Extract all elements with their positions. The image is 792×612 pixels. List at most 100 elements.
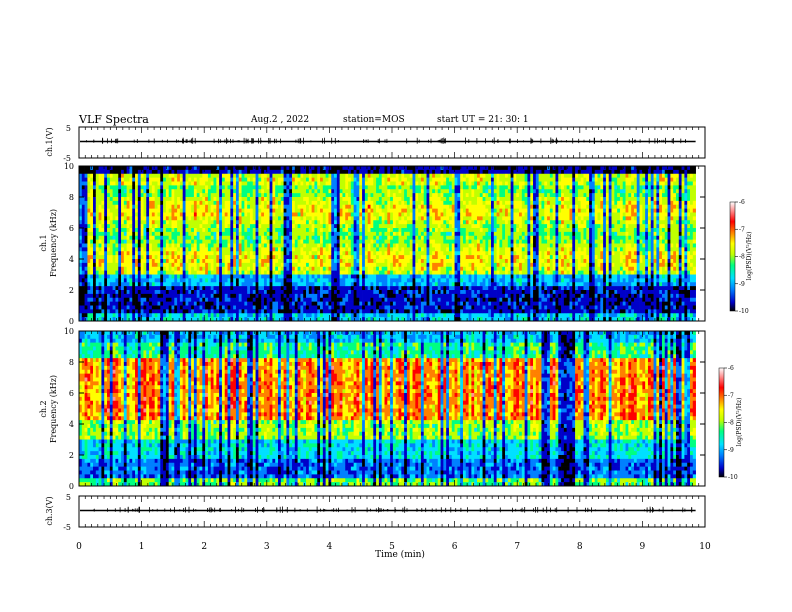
spectrogram-cell xyxy=(174,189,178,194)
spectrogram-cell xyxy=(373,286,377,291)
spectrogram-cell xyxy=(87,204,91,209)
spectrogram-cell xyxy=(275,212,279,217)
spectrogram-cell xyxy=(404,204,408,209)
spectrogram-cell xyxy=(241,220,245,225)
spectrogram-cell xyxy=(98,228,102,233)
spectrogram-cell xyxy=(221,293,226,299)
spectrogram-cell xyxy=(406,220,411,225)
spectrogram-cell xyxy=(149,181,153,186)
spectrogram-cell xyxy=(126,193,130,198)
spectrogram-cell xyxy=(280,185,284,190)
spectrogram-cell xyxy=(258,266,262,271)
spectrogram-cell xyxy=(328,251,332,256)
spectrogram-cell xyxy=(350,305,355,310)
spectrogram-cell xyxy=(132,185,136,190)
spectrogram-cell xyxy=(336,282,341,287)
spectrogram-cell xyxy=(179,177,184,182)
spectrogram-cell xyxy=(244,274,248,279)
spectrogram-cell xyxy=(303,282,307,287)
spectrogram-cell xyxy=(350,266,355,271)
spectrogram-cell xyxy=(272,224,276,229)
spectrogram-cell xyxy=(160,169,164,175)
spectrogram-cell xyxy=(404,169,408,175)
spectrogram-cell xyxy=(129,204,133,209)
spectrogram-cell xyxy=(255,181,259,186)
spectrogram-cell xyxy=(334,274,338,279)
spectrogram-cell xyxy=(247,235,251,240)
spectrogram-cell xyxy=(213,305,217,310)
spectrogram-cell xyxy=(188,200,192,206)
spectrogram-cell xyxy=(115,177,119,182)
spectrogram-cell xyxy=(221,270,226,275)
spectrogram-cell xyxy=(359,220,363,225)
spectrogram-cell xyxy=(171,220,175,225)
spectrogram-cell xyxy=(412,208,416,213)
spectrogram-cell xyxy=(314,255,318,260)
spectrogram-cell xyxy=(258,169,262,175)
spectrogram-cell xyxy=(182,212,186,217)
spectrogram-cell xyxy=(387,173,391,178)
spectrogram-cell xyxy=(247,243,251,248)
spectrogram-cell xyxy=(278,247,282,252)
spectrogram-cell xyxy=(188,189,192,194)
spectrogram-cell xyxy=(132,189,136,194)
spectrogram-cell xyxy=(93,317,97,322)
spectrogram-cell xyxy=(249,282,254,287)
spectrogram-cell xyxy=(263,193,268,198)
spectrogram-cell xyxy=(261,181,265,186)
spectrogram-cell xyxy=(123,290,127,295)
spectrogram-cell xyxy=(269,166,273,171)
spectrogram-cell xyxy=(179,166,184,171)
spectrogram-cell xyxy=(244,224,248,229)
spectrogram-cell xyxy=(151,185,156,190)
spectrogram-cell xyxy=(311,228,315,233)
spectrogram-cell xyxy=(123,197,127,202)
spectrogram-cell xyxy=(286,290,290,295)
spectrogram-cell xyxy=(292,282,296,287)
spectrogram-cell xyxy=(261,243,265,248)
spectrogram-cell xyxy=(395,266,399,271)
spectrogram-cell xyxy=(121,231,125,237)
spectrogram-cell xyxy=(376,204,380,209)
spectrogram-cell xyxy=(409,224,413,229)
spectrogram-cell xyxy=(146,204,150,209)
spectrogram-cell xyxy=(224,290,228,295)
spectrogram-cell xyxy=(233,208,237,213)
spectrogram-cell xyxy=(126,282,130,287)
spectrogram-cell xyxy=(165,313,170,318)
spectrogram-cell xyxy=(415,177,419,182)
spectrogram-cell xyxy=(283,173,287,178)
spectrogram-cell xyxy=(154,305,158,310)
spectrogram-cell xyxy=(107,193,111,198)
spectrogram-cell xyxy=(121,200,125,206)
spectrogram-cell xyxy=(306,286,310,291)
spectrogram-cell xyxy=(367,239,371,244)
spectrogram-cell xyxy=(199,189,203,194)
spectrogram-cell xyxy=(390,197,394,202)
spectrogram-cell xyxy=(395,317,399,322)
spectrogram-cell xyxy=(160,270,164,275)
spectrogram-cell xyxy=(384,173,388,178)
spectrogram-cell xyxy=(415,301,419,306)
spectrogram-cell xyxy=(129,305,133,310)
spectrogram-cell xyxy=(247,317,251,322)
spectrogram-cell xyxy=(104,204,108,209)
spectrogram-cell xyxy=(129,177,133,182)
spectrogram-cell xyxy=(373,216,377,221)
spectrogram-cell xyxy=(353,173,357,178)
spectrogram-cell xyxy=(303,266,307,271)
spectrogram-cell xyxy=(255,251,259,256)
spectrogram-cell xyxy=(205,200,209,206)
spectrogram-cell xyxy=(356,317,360,322)
spectrogram-cell xyxy=(317,251,321,256)
spectrogram-cell xyxy=(121,313,125,318)
spectrogram-cell xyxy=(280,177,284,182)
spectrogram-cell xyxy=(129,235,133,240)
spectrogram-cell xyxy=(93,270,97,275)
spectrogram-cell xyxy=(146,247,150,252)
spectrogram-cell xyxy=(249,220,254,225)
spectrogram-cell xyxy=(157,247,161,252)
spectrogram-cell xyxy=(219,212,223,217)
spectrogram-cell xyxy=(79,216,83,221)
spectrogram-cell xyxy=(157,200,161,206)
